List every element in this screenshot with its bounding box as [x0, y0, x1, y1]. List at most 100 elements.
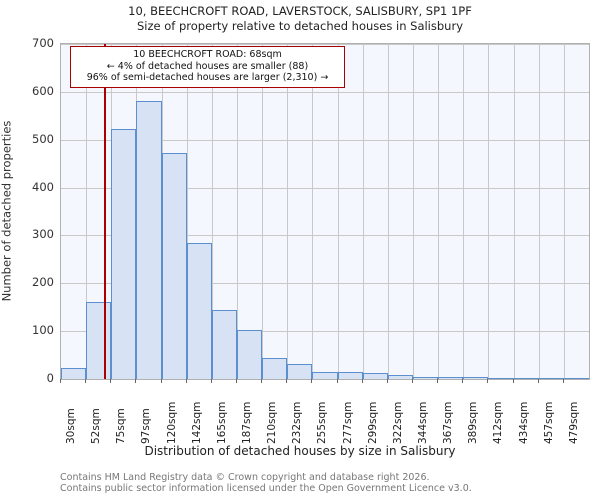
bar-479sqm [563, 378, 589, 379]
gridline-vertical [262, 44, 264, 379]
bar-322sqm [387, 374, 413, 379]
y-tick-200: 200 [32, 275, 54, 290]
gridline-horizontal [61, 91, 589, 93]
gridline-vertical [513, 44, 515, 379]
gridline-horizontal [61, 283, 589, 285]
bar-457sqm [538, 378, 564, 379]
chart-footer: Contains HM Land Registry data © Crown c… [60, 472, 600, 494]
x-tick-97sqm: 97sqm [140, 408, 153, 444]
x-tick-mark [261, 379, 263, 383]
y-tick-500: 500 [32, 131, 54, 146]
gridline-vertical [362, 44, 364, 379]
x-tick-210sqm: 210sqm [266, 401, 279, 444]
y-tick-0: 0 [46, 371, 54, 385]
property-annotation-box: 10 BEECHCROFT ROAD: 68sqm ← 4% of detach… [70, 46, 345, 88]
x-tick-457sqm: 457sqm [542, 401, 555, 444]
x-tick-mark [386, 379, 388, 383]
chart-subtitle-line-2: Size of property relative to detached ho… [136, 19, 463, 33]
gridline-vertical [86, 44, 88, 379]
x-tick-142sqm: 142sqm [190, 401, 203, 444]
bar-120sqm [161, 153, 187, 379]
subject-property-marker-line [104, 44, 107, 379]
chart-title-line-1: 10, BEECHCROFT ROAD, LAVERSTOCK, SALISBU… [128, 4, 472, 18]
x-tick-277sqm: 277sqm [341, 401, 354, 444]
x-tick-mark [562, 379, 564, 383]
x-tick-mark [135, 379, 137, 383]
bar-299sqm [362, 373, 388, 379]
bar-75sqm [111, 128, 137, 379]
bar-210sqm [262, 358, 288, 379]
bar-142sqm [186, 242, 212, 379]
gridline-vertical [287, 44, 289, 379]
gridline-vertical [237, 44, 238, 379]
annotation-line-3: 96% of semi-detached houses are larger (… [86, 72, 329, 83]
bar-52sqm [86, 302, 112, 379]
footer-line-1: Contains HM Land Registry data © Crown c… [60, 472, 430, 483]
gridline-horizontal [61, 187, 589, 189]
gridline-horizontal [61, 235, 589, 237]
plot-inner [61, 44, 589, 379]
gridline-horizontal [61, 44, 589, 45]
x-tick-187sqm: 187sqm [241, 401, 253, 444]
annotation-line-1: 10 BEECHCROFT ROAD: 68sqm [133, 49, 282, 60]
bar-434sqm [513, 378, 539, 379]
x-tick-479sqm: 479sqm [567, 401, 580, 444]
gridline-vertical [463, 44, 465, 379]
bar-97sqm [136, 100, 162, 379]
x-tick-mark [236, 379, 237, 383]
x-tick-mark [487, 379, 489, 383]
x-tick-255sqm: 255sqm [316, 401, 329, 444]
annotation-line-2: ← 4% of detached houses are smaller (88) [106, 60, 309, 72]
x-tick-52sqm: 52sqm [90, 408, 103, 444]
gridline-vertical [413, 44, 414, 379]
footer-line-2: Contains public sector information licen… [60, 483, 472, 494]
x-tick-120sqm: 120sqm [165, 401, 178, 444]
x-tick-434sqm: 434sqm [517, 401, 530, 444]
gridline-vertical [438, 44, 440, 379]
x-tick-367sqm: 367sqm [442, 401, 455, 444]
x-tick-mark [361, 379, 363, 383]
y-axis-title-text: Number of detached properties [0, 120, 14, 301]
gridline-vertical [563, 44, 565, 379]
gridline-vertical [211, 44, 213, 379]
x-tick-mark [412, 379, 413, 383]
y-tick-700: 700 [32, 36, 54, 50]
bar-389sqm [463, 376, 489, 379]
x-tick-165sqm: 165sqm [215, 401, 228, 444]
x-tick-mark [160, 379, 162, 383]
x-tick-mark [336, 379, 338, 383]
bar-187sqm [237, 330, 263, 379]
x-tick-344sqm: 344sqm [417, 401, 429, 444]
gridline-vertical [488, 44, 490, 379]
bar-255sqm [312, 371, 338, 379]
x-tick-232sqm: 232sqm [291, 401, 304, 444]
x-tick-mark [85, 379, 87, 383]
bar-232sqm [287, 363, 313, 379]
bar-277sqm [337, 372, 363, 379]
y-tick-100: 100 [32, 323, 54, 338]
x-tick-mark [110, 379, 112, 383]
x-tick-322sqm: 322sqm [391, 401, 404, 444]
x-axis-title: Distribution of detached houses by size … [144, 444, 456, 458]
bar-412sqm [488, 378, 514, 379]
x-tick-mark [537, 379, 539, 383]
x-tick-299sqm: 299sqm [366, 401, 379, 444]
gridline-vertical [387, 44, 389, 379]
chart-title: 10, BEECHCROFT ROAD, LAVERSTOCK, SALISBU… [0, 4, 600, 34]
gridline-horizontal [61, 331, 589, 333]
x-tick-mark [462, 379, 464, 383]
x-tick-mark [286, 379, 288, 383]
bar-30sqm [61, 368, 87, 379]
y-tick-600: 600 [32, 83, 54, 98]
bar-165sqm [211, 309, 237, 379]
gridline-vertical [337, 44, 339, 379]
x-tick-75sqm: 75sqm [115, 408, 128, 444]
x-tick-mark [185, 379, 187, 383]
x-tick-mark [437, 379, 439, 383]
x-tick-mark [60, 379, 61, 383]
x-tick-mark [512, 379, 514, 383]
y-tick-300: 300 [32, 227, 54, 242]
x-tick-mark [210, 379, 212, 383]
plot-area [60, 43, 590, 380]
